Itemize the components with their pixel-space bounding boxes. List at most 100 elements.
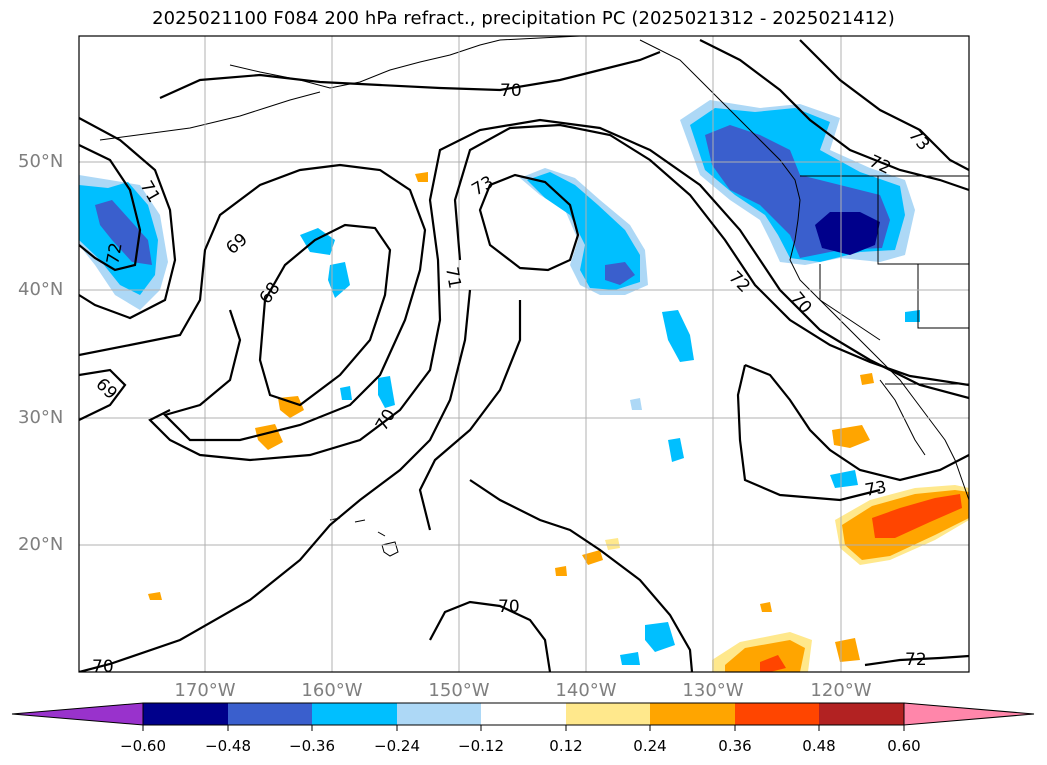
- lon-label: 150°W: [428, 680, 490, 701]
- colorbar-bin: [819, 703, 904, 725]
- lon-label: 170°W: [174, 680, 236, 701]
- border-state: [917, 264, 969, 329]
- precip-area-orange: [582, 550, 603, 565]
- contour-line: [79, 144, 142, 272]
- contour-label: 68: [256, 279, 285, 308]
- contour-line: [469, 479, 694, 672]
- precip-area-dark-blue: [815, 212, 880, 255]
- lon-label: 130°W: [682, 680, 744, 701]
- lat-label: 50°N: [18, 151, 64, 172]
- colorbar-tick-label: 0.12: [549, 737, 583, 755]
- precip-area-blue: [605, 262, 635, 285]
- colorbar-bin: [735, 703, 819, 725]
- contour-label: 72: [905, 650, 927, 670]
- contour-label: 70: [500, 81, 522, 101]
- contour-line: [79, 163, 427, 442]
- contour-line: [744, 363, 969, 482]
- lat-label: 20°N: [18, 534, 64, 555]
- lon-label: 140°W: [555, 680, 617, 701]
- map-frame: [78, 35, 970, 673]
- precip-area-yellow: [605, 538, 620, 550]
- border-state: [877, 176, 969, 265]
- lat-label: 30°N: [18, 407, 64, 428]
- colorbar-bin: [650, 703, 735, 725]
- colorbar-bin: [143, 703, 228, 725]
- contour-label: 70: [92, 657, 114, 677]
- precip-area-cyan: [340, 386, 352, 400]
- colorbar-bin: [228, 703, 312, 725]
- precip-area-red-orange: [760, 655, 786, 672]
- contour-label: 70: [498, 597, 520, 617]
- precip-area-cyan: [328, 262, 350, 298]
- precip-fields: [79, 100, 969, 672]
- precip-area-orange: [555, 566, 567, 576]
- contour-line: [699, 39, 969, 192]
- coastline-aleutians: [99, 91, 321, 141]
- coastline-baja: [879, 379, 926, 456]
- colorbar-tick-label: 0.24: [633, 737, 667, 755]
- contour-label: 70: [786, 288, 815, 317]
- coastline-alaska: [229, 36, 581, 89]
- border-state: [819, 264, 881, 341]
- precip-area-orange: [255, 424, 283, 450]
- graticule: [79, 36, 969, 672]
- contour-line: [864, 654, 969, 667]
- precip-area-cyan: [830, 470, 858, 488]
- contour-label: 71: [441, 265, 464, 290]
- map-title: 2025021100 F084 200 hPa refract., precip…: [152, 8, 895, 29]
- precip-area-cyan: [527, 172, 640, 290]
- colorbar-tick-label: 0.48: [802, 737, 836, 755]
- precip-area-orange: [860, 373, 874, 385]
- contour-line: [418, 300, 522, 531]
- contour-line: [79, 117, 177, 320]
- colorbar-tick-label: −0.24: [374, 737, 420, 755]
- precip-area-orange: [760, 602, 772, 612]
- precip-area-orange: [278, 396, 304, 418]
- contour-label: 73: [469, 172, 498, 200]
- colorbar-bin: [566, 703, 650, 725]
- contour-line: [453, 123, 969, 387]
- precip-area-orange: [835, 638, 860, 662]
- contour-label: 70: [372, 406, 400, 435]
- colorbar-tick-label: −0.12: [458, 737, 504, 755]
- contour-line: [799, 39, 969, 171]
- contour-line: [258, 223, 392, 407]
- colorbar-tick-label: −0.48: [205, 737, 251, 755]
- precip-area-orange: [725, 640, 805, 672]
- contour-label: 72: [103, 241, 126, 266]
- colorbar-tick-label: 0.36: [718, 737, 752, 755]
- colorbar-bin: [481, 703, 566, 725]
- contour-line: [478, 173, 580, 272]
- lon-label: 160°W: [301, 680, 363, 701]
- contour-line: [79, 368, 127, 421]
- lat-label: 40°N: [18, 279, 64, 300]
- refractivity-contours: [79, 39, 969, 672]
- contour-line: [79, 289, 472, 672]
- contour-line: [159, 50, 661, 100]
- colorbar-outline: [142, 702, 905, 726]
- contour-label: 73: [904, 125, 933, 154]
- precip-area-cyan: [905, 310, 920, 322]
- precip-area-light-blue: [630, 398, 642, 410]
- colorbar-tick-label: 0.60: [887, 737, 921, 755]
- precip-area-cyan: [668, 438, 684, 462]
- colorbar-tick-label: −0.60: [120, 737, 166, 755]
- colorbar-bin: [397, 703, 481, 725]
- contour-line: [429, 600, 552, 672]
- coastline-hawaii: [329, 517, 399, 557]
- colorbar-extend-high: [903, 702, 1035, 726]
- contour-label: 69: [222, 230, 251, 259]
- colorbar-bin: [312, 703, 397, 725]
- coastline-north-america: [639, 39, 969, 501]
- precip-area-cyan: [378, 376, 395, 408]
- precip-area-cyan: [645, 622, 675, 652]
- contour-line: [148, 118, 969, 462]
- precip-area-orange: [415, 172, 428, 182]
- precip-area-orange: [832, 425, 870, 448]
- contour-label: 69: [91, 374, 120, 403]
- lon-label: 120°W: [810, 680, 872, 701]
- precip-area-orange: [148, 592, 162, 600]
- precip-area-cyan: [620, 652, 640, 665]
- colorbar-extend-low: [11, 702, 144, 726]
